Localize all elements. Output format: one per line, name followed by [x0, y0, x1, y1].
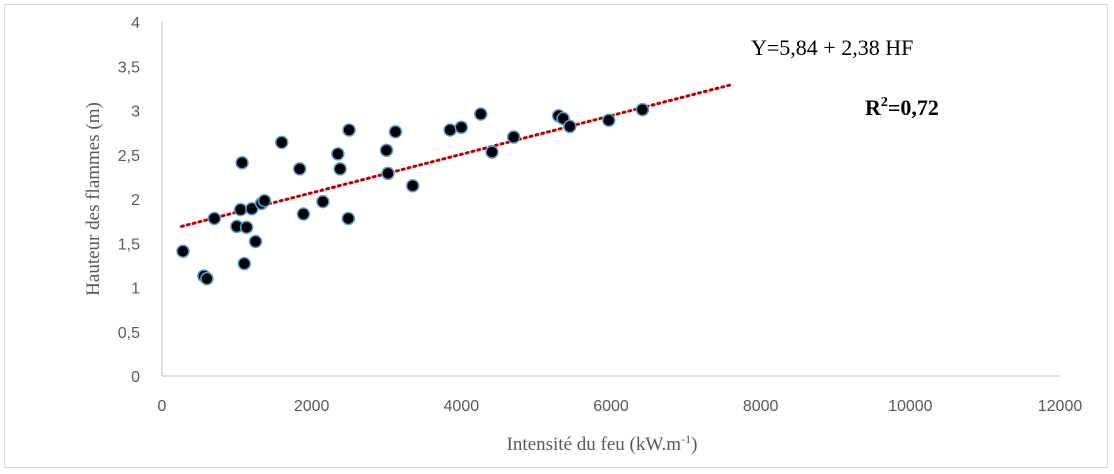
- data-point: [333, 162, 347, 176]
- y-tick-label: 1: [131, 281, 140, 298]
- data-points: [176, 102, 650, 286]
- regression-equation: Y=5,84 + 2,38 HF: [751, 35, 913, 60]
- data-point: [200, 271, 214, 286]
- data-point: [474, 107, 488, 121]
- data-point: [274, 135, 289, 150]
- y-tick-label: 2,5: [118, 148, 140, 165]
- data-point: [292, 162, 307, 176]
- y-tick-label: 0,5: [118, 325, 140, 342]
- x-axis-title: Intensité du feu (kW.m-1): [507, 432, 698, 455]
- x-tick-label: 4000: [444, 398, 480, 415]
- data-point: [379, 143, 394, 158]
- axes-layer: [161, 22, 1060, 377]
- r-squared-label: R2=0,72: [865, 95, 939, 120]
- data-point: [405, 178, 420, 193]
- y-tick-label: 2: [131, 192, 140, 209]
- data-point: [342, 123, 356, 137]
- y-tick-label: 3: [131, 104, 140, 121]
- data-point: [235, 155, 249, 170]
- data-point: [296, 207, 311, 221]
- chart-frame: [4, 4, 1108, 468]
- x-tick-label: 6000: [593, 398, 629, 415]
- data-point: [388, 124, 403, 139]
- data-point: [239, 220, 254, 235]
- data-point: [506, 130, 521, 144]
- data-point: [454, 120, 469, 135]
- y-tick-label: 1,5: [118, 236, 140, 253]
- data-point: [563, 119, 577, 134]
- data-point: [233, 202, 248, 217]
- x-tick-label: 10000: [888, 398, 933, 415]
- data-point: [316, 194, 330, 209]
- x-tick-label: 2000: [294, 398, 330, 415]
- data-point: [248, 234, 263, 249]
- x-tick-label: 12000: [1038, 398, 1083, 415]
- data-point: [485, 145, 499, 159]
- y-tick-label: 0: [131, 369, 140, 386]
- data-point: [341, 211, 356, 226]
- x-tick-label: 0: [158, 398, 167, 415]
- data-point: [257, 194, 272, 208]
- data-point: [237, 256, 252, 271]
- x-tick-label: 8000: [743, 398, 779, 415]
- y-tick-label: 3,5: [118, 59, 140, 76]
- data-point: [443, 123, 457, 137]
- data-point: [207, 211, 222, 226]
- y-tick-label: 4: [131, 15, 140, 32]
- x-tick-labels: 0 2000 4000 6000 8000 10000 12000: [158, 398, 1083, 415]
- data-point: [331, 147, 345, 161]
- data-point: [176, 244, 190, 258]
- y-axis-title: Hauteur des flammes (m): [83, 102, 104, 296]
- data-point: [635, 102, 650, 117]
- data-point: [381, 166, 395, 181]
- data-point: [602, 113, 616, 127]
- y-tick-labels: 0 0,5 1 1,5 2 2,5 3 3,5 4: [118, 15, 140, 386]
